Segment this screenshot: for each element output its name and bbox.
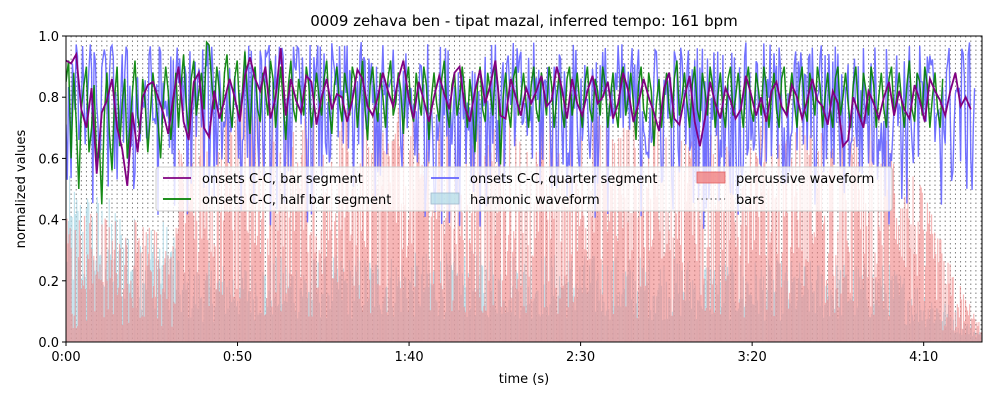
x-axis-label: time (s)	[499, 372, 549, 387]
half-bar-segment-line	[66, 40, 944, 205]
x-tick-label: 2:30	[566, 350, 595, 365]
x-tick-label: 3:20	[738, 350, 767, 365]
plot-area	[66, 36, 982, 342]
x-tick-label: 0:00	[51, 350, 80, 365]
quarter-segment-series	[66, 42, 976, 229]
bar-segment-series	[66, 48, 972, 187]
x-axis: 0:00 0:50 1:40 2:30 3:20 4:10	[51, 342, 938, 365]
y-tick-label: 0.4	[38, 214, 59, 229]
y-tick-label: 0.0	[38, 336, 59, 351]
y-tick-label: 0.6	[38, 152, 59, 167]
legend-label: onsets C-C, bar segment	[202, 172, 363, 187]
y-axis: 0.0 0.2 0.4 0.6 0.8 1.0	[38, 30, 66, 351]
legend-label: onsets C-C, half bar segment	[202, 193, 391, 208]
y-tick-label: 1.0	[38, 30, 59, 45]
legend-label: harmonic waveform	[470, 193, 600, 208]
quarter-segment-line	[66, 42, 976, 229]
x-tick-label: 1:40	[394, 350, 423, 365]
bar-segment-line	[66, 48, 972, 187]
plot-frame	[65, 35, 983, 343]
x-tick-label: 4:10	[909, 350, 938, 365]
x-tick-label: 0:50	[223, 350, 252, 365]
legend-swatch	[696, 171, 726, 184]
half-bar-segment-series	[66, 40, 944, 205]
legend-label: onsets C-C, quarter segment	[470, 172, 657, 187]
legend-swatch	[430, 192, 460, 205]
chart-title: 0009 zehava ben - tipat mazal, inferred …	[310, 12, 738, 30]
y-tick-label: 0.2	[38, 275, 59, 290]
y-tick-label: 0.8	[38, 91, 59, 106]
percussive-waveform	[66, 105, 982, 342]
y-axis-label: normalized values	[14, 129, 29, 248]
legend: onsets C-C, bar segment onsets C-C, half …	[155, 166, 893, 212]
legend-label: percussive waveform	[736, 172, 874, 187]
legend-label: bars	[736, 193, 765, 208]
